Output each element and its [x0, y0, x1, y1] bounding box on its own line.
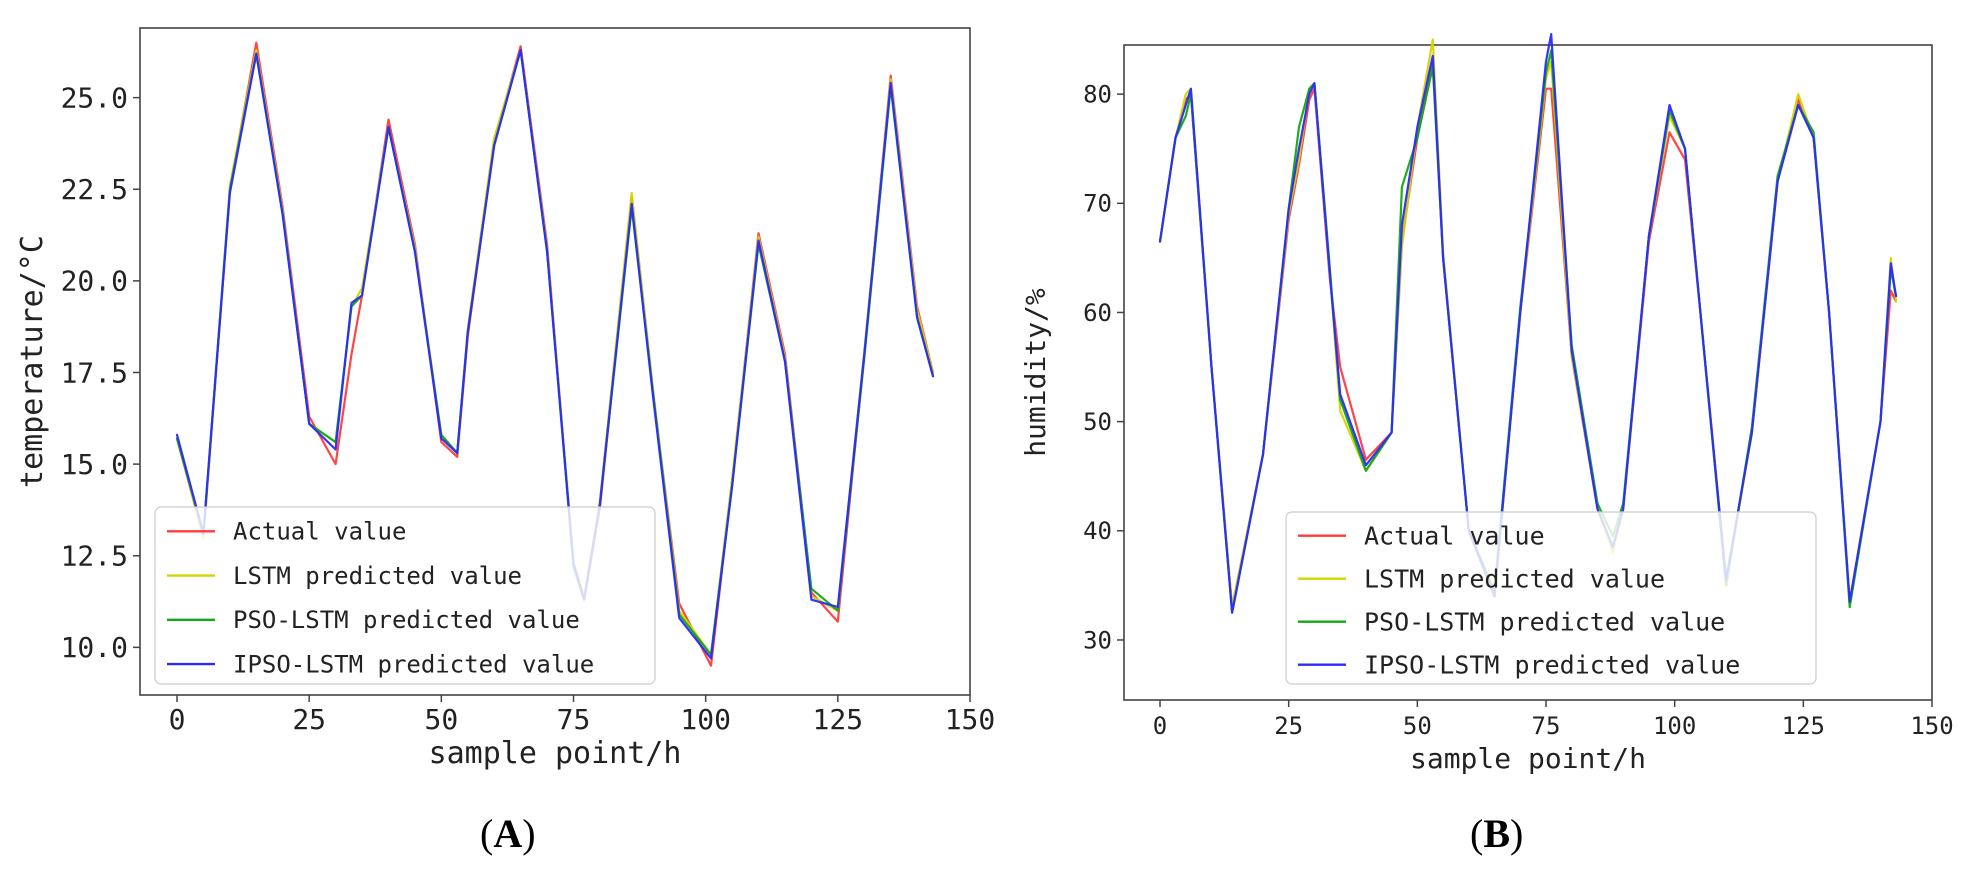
x-tick-label: 0 — [169, 703, 186, 736]
y-tick-label: 80 — [1083, 81, 1112, 109]
panel-label-b: (B) — [1470, 811, 1524, 856]
legend-label: IPSO-LSTM predicted value — [1364, 650, 1740, 679]
y-tick-label: 30 — [1083, 626, 1112, 654]
chart-panel-b: 0 25 50 75 100 125 150 30 40 50 60 70 80 sample point… — [1019, 32, 1954, 775]
legend-label: PSO-LSTM predicted value — [1364, 607, 1725, 636]
legend-box — [1285, 511, 1817, 685]
x-axis-title: sample point/h — [429, 736, 682, 771]
y-axis-title: temperature/°C — [15, 235, 50, 488]
chart-panel-a: 0 25 50 75 100 125 150 10.0 12.5 15.0 17.5 20.0 22.5… — [15, 27, 996, 771]
legend-label: Actual value — [1364, 521, 1545, 550]
x-tick-label: 150 — [945, 703, 996, 736]
y-tick-label: 12.5 — [61, 540, 128, 573]
x-tick-label: 125 — [1782, 712, 1825, 740]
x-axis-title: sample point/h — [1410, 742, 1646, 775]
x-tick-label: 25 — [292, 703, 326, 736]
legend-label: IPSO-LSTM predicted value — [233, 650, 594, 678]
panel-label-a: (A) — [480, 811, 536, 856]
legend-label: LSTM predicted value — [233, 562, 522, 590]
legend-label: LSTM predicted value — [1364, 564, 1665, 593]
y-tick-label: 50 — [1083, 408, 1112, 436]
x-tick-label: 25 — [1274, 712, 1303, 740]
y-tick-label: 70 — [1083, 190, 1112, 218]
y-axis-title: humidity/% — [1019, 288, 1052, 457]
x-tick-label: 100 — [1653, 712, 1696, 740]
series-line-4 — [1158, 32, 1898, 614]
y-tick-label: 10.0 — [61, 631, 128, 664]
x-tick-label: 75 — [1532, 712, 1561, 740]
y-tick-label: 17.5 — [61, 356, 128, 389]
y-tick-label: 60 — [1083, 299, 1112, 327]
plot-frame — [139, 27, 971, 696]
x-tick-label: 50 — [424, 703, 458, 736]
x-tick-label: 50 — [1403, 712, 1432, 740]
x-tick-label: 75 — [557, 703, 591, 736]
y-tick-label: 22.5 — [61, 173, 128, 206]
series-line-4 — [175, 48, 935, 660]
y-tick-label: 40 — [1083, 517, 1112, 545]
legend-label: PSO-LSTM predicted value — [233, 606, 580, 634]
x-tick-label: 150 — [1910, 712, 1953, 740]
legend-label: Actual value — [233, 518, 406, 546]
y-tick-label: 25.0 — [61, 81, 128, 114]
y-tick-label: 15.0 — [61, 448, 128, 481]
legend-box — [154, 506, 656, 685]
x-tick-label: 0 — [1153, 712, 1167, 740]
y-tick-label: 20.0 — [61, 265, 128, 298]
x-tick-label: 125 — [813, 703, 864, 736]
x-tick-label: 100 — [680, 703, 731, 736]
plot-frame — [1123, 44, 1933, 701]
